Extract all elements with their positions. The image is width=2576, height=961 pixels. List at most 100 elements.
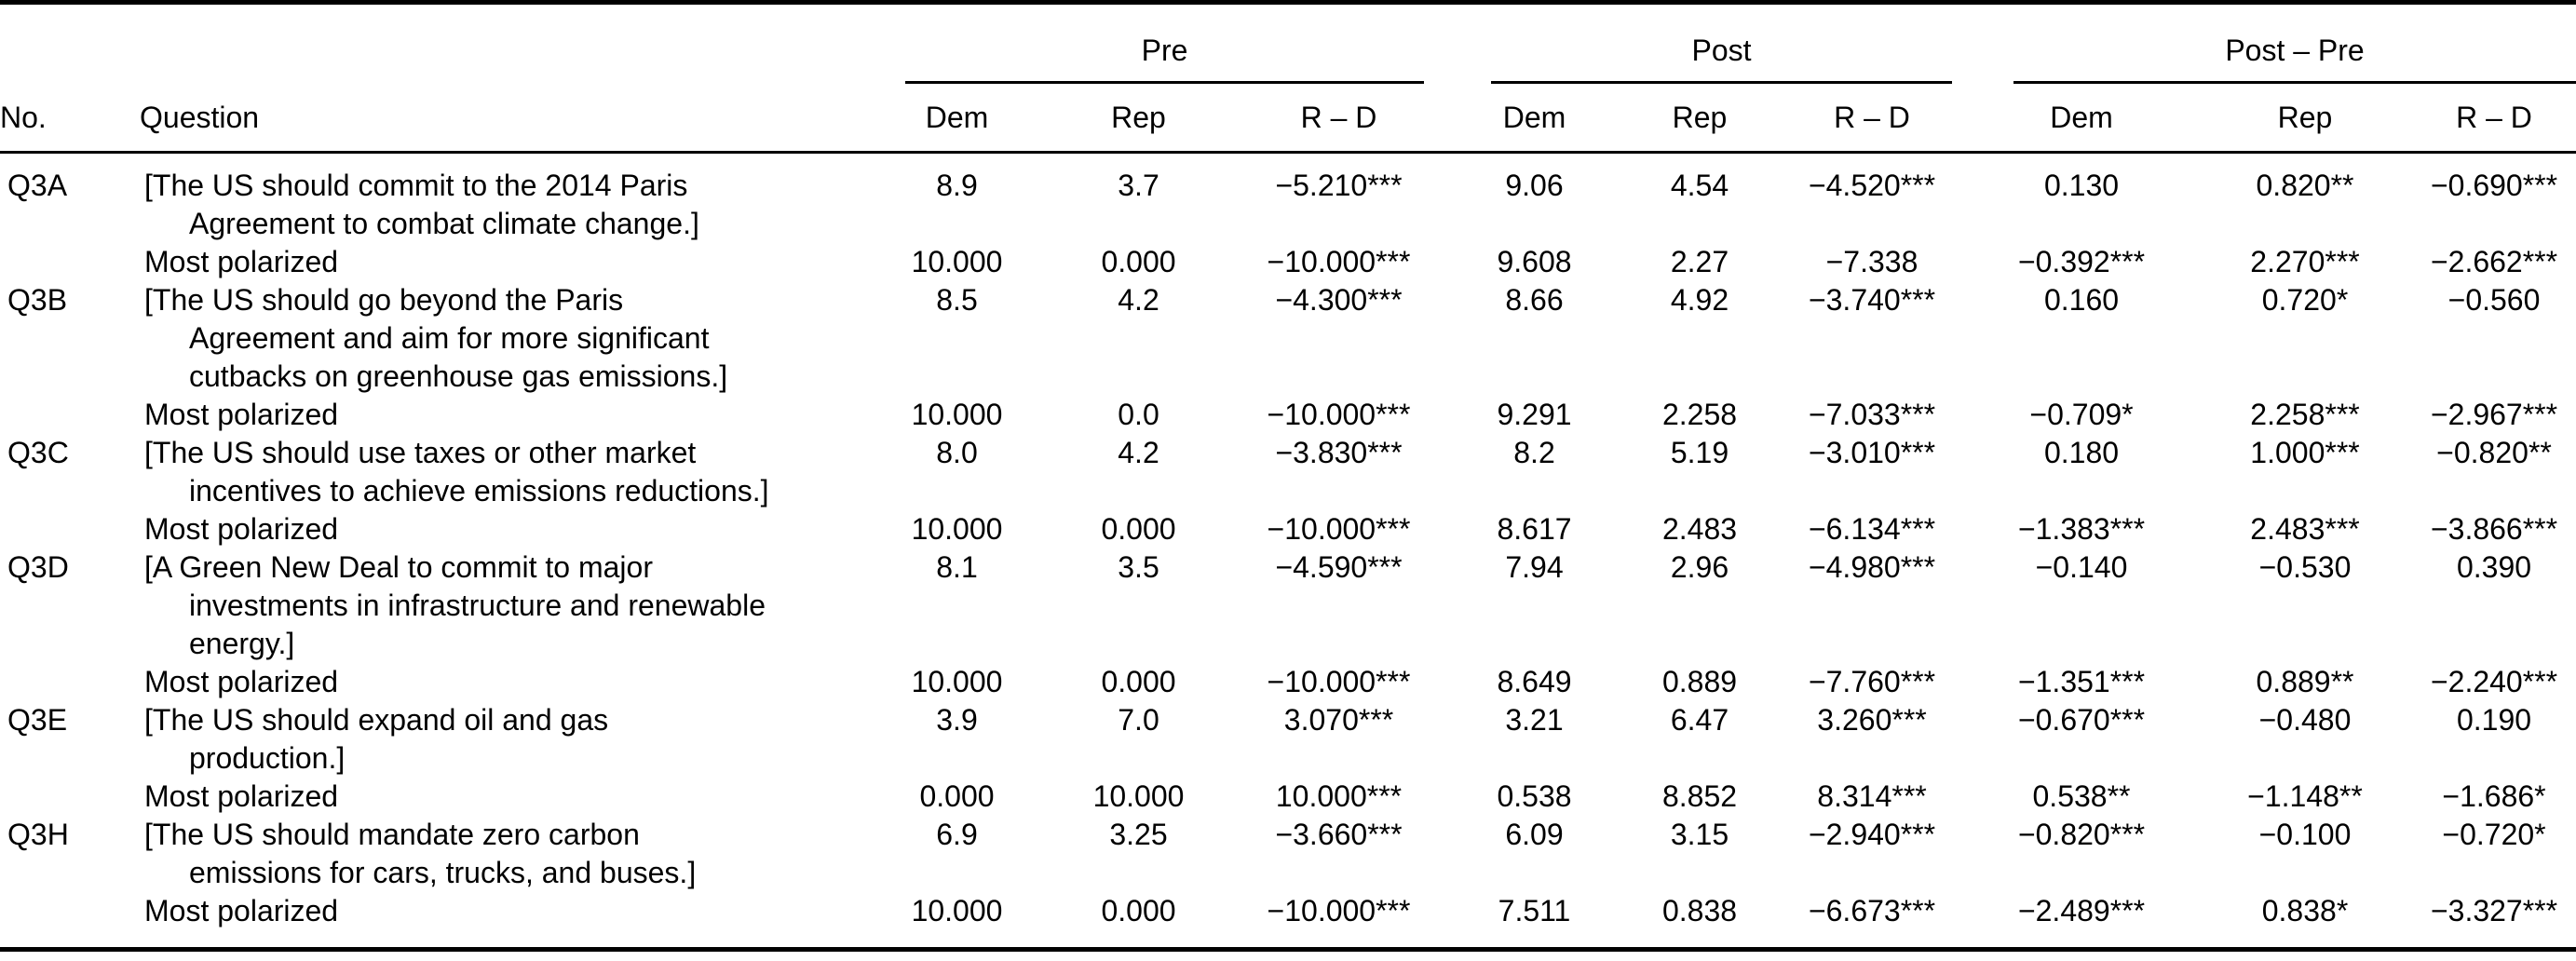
table-body: Q3A [The US should commit to the 2014 Par…: [0, 153, 2576, 950]
cell-question-no: [0, 510, 140, 548]
cell-value: 0.130: [2043, 169, 2120, 202]
cell-value: 2.27: [1670, 245, 1729, 278]
column-header-postpre-rep: Rep: [2198, 84, 2412, 154]
cell-value: 0.838: [1661, 894, 1738, 927]
column-header-pre-dem: Dem: [866, 84, 1048, 154]
cell-value: −0.690***: [2430, 169, 2558, 202]
cell-value: 8.66: [1505, 283, 1564, 317]
cell-value: 10.000: [911, 245, 1003, 278]
cell-question-no: [0, 892, 140, 950]
cell-value: 10.000: [911, 665, 1003, 698]
cell-value: 3.9: [936, 703, 978, 737]
cell-value: 8.0: [936, 436, 978, 469]
column-header-row: No. Question Dem Rep R – D Dem Rep R – D…: [0, 84, 2576, 154]
cell-value: −3.327***: [2430, 894, 2558, 927]
cell-value: −0.392***: [2017, 245, 2146, 278]
cell-question-text: [The US should expand oil and gas produc…: [144, 703, 609, 775]
cell-value: 0.000: [919, 779, 995, 813]
table-row: Most polarized 10.000 0.000 −10.000*** 9.608…: [0, 243, 2576, 281]
cell-value: −4.590***: [1275, 550, 1403, 584]
cell-value: −2.940***: [1808, 818, 1936, 851]
cell-value: −1.148**: [2247, 779, 2363, 813]
cell-question-no: [0, 396, 140, 434]
table-row: Q3C [The US should use taxes or other mar…: [0, 434, 2576, 510]
cell-value: 9.291: [1497, 398, 1572, 431]
cell-question-no: Q3H: [7, 818, 69, 851]
column-header-postpre-rd: R – D: [2412, 84, 2576, 154]
column-header-post-dem: Dem: [1448, 84, 1620, 154]
cell-value: 0.000: [1101, 894, 1176, 927]
cell-question-no: [0, 243, 140, 281]
cell-value: −10.000***: [1267, 512, 1411, 546]
group-header-pre: Pre: [866, 3, 1448, 84]
cell-value: −7.338: [1825, 245, 1918, 278]
cell-value: −10.000***: [1267, 665, 1411, 698]
cell-value: −0.720*: [2442, 818, 2546, 851]
cell-question-text: [The US should use taxes or other market…: [144, 436, 769, 508]
cell-value: 3.21: [1505, 703, 1564, 737]
cell-question-no: Q3A: [7, 169, 68, 202]
cell-value: 0.000: [1101, 665, 1176, 698]
cell-value: −2.967***: [2430, 398, 2558, 431]
cell-value: 3.070***: [1283, 703, 1394, 737]
cell-value: −2.240***: [2430, 665, 2558, 698]
cell-value: −4.300***: [1275, 283, 1403, 317]
column-header-pre-rd: R – D: [1229, 84, 1448, 154]
cell-question-text: Most polarized: [144, 894, 339, 927]
cell-value: 8.314***: [1817, 779, 1927, 813]
cell-value: −0.709*: [2029, 398, 2134, 431]
cell-value: 6.9: [936, 818, 978, 851]
cell-value: 0.390: [2456, 550, 2532, 584]
cell-value: 0.889**: [2256, 665, 2354, 698]
table-row: Most polarized 0.000 10.000 10.000*** 0.538 8…: [0, 778, 2576, 816]
column-header-postpre-dem: Dem: [1965, 84, 2198, 154]
cell-value: 4.2: [1118, 283, 1159, 317]
cell-question-no: Q3D: [7, 550, 69, 584]
cell-value: 10.000***: [1275, 779, 1403, 813]
cell-value: 2.270***: [2250, 245, 2360, 278]
cell-value: 3.15: [1670, 818, 1729, 851]
cell-value: 10.000: [911, 398, 1003, 431]
cell-question-no: Q3E: [7, 703, 68, 737]
cell-question-text: Most polarized: [144, 665, 339, 698]
cell-value: −3.740***: [1808, 283, 1936, 317]
cell-value: 2.258: [1661, 398, 1738, 431]
cell-value: −1.351***: [2017, 665, 2146, 698]
cell-value: 0.889: [1661, 665, 1738, 698]
cell-value: 2.96: [1670, 550, 1729, 584]
cell-value: 3.260***: [1817, 703, 1927, 737]
column-header-pre-rep: Rep: [1048, 84, 1229, 154]
cell-question-text: Most polarized: [144, 512, 339, 546]
column-header-post-rd: R – D: [1779, 84, 1965, 154]
cell-value: −0.530: [2258, 550, 2352, 584]
cell-value: −1.383***: [2017, 512, 2146, 546]
table-row: Most polarized 10.000 0.0 −10.000*** 9.291 2.…: [0, 396, 2576, 434]
cell-value: 8.2: [1513, 436, 1555, 469]
cell-value: 0.538: [1497, 779, 1572, 813]
cell-value: 3.7: [1118, 169, 1159, 202]
cell-value: −0.140: [2035, 550, 2128, 584]
cell-value: −0.100: [2258, 818, 2352, 851]
cell-value: −3.010***: [1808, 436, 1936, 469]
cell-question-text: [A Green New Deal to commit to major inv…: [144, 550, 766, 660]
cell-value: −6.134***: [1808, 512, 1936, 546]
cell-question-text: [The US should commit to the 2014 Paris …: [144, 169, 699, 240]
cell-value: 8.649: [1497, 665, 1572, 698]
cell-value: 3.25: [1109, 818, 1168, 851]
group-label-pre: Pre: [905, 32, 1424, 84]
cell-question-text: [The US should go beyond the Paris Agree…: [144, 283, 728, 393]
group-header-row: Pre Post Post – Pre: [0, 3, 2576, 84]
cell-value: 5.19: [1670, 436, 1729, 469]
group-header-post: Post: [1448, 3, 1965, 84]
cell-value: 0.838*: [2261, 894, 2349, 927]
table-row: Most polarized 10.000 0.000 −10.000*** 8.617…: [0, 510, 2576, 548]
cell-value: 0.180: [2043, 436, 2120, 469]
cell-question-no: [0, 778, 140, 816]
cell-value: 4.2: [1118, 436, 1159, 469]
cell-value: 0.160: [2043, 283, 2120, 317]
cell-question-no: Q3C: [7, 436, 69, 469]
cell-value: 0.000: [1101, 245, 1176, 278]
group-label-post-minus-pre: Post – Pre: [2013, 32, 2576, 84]
